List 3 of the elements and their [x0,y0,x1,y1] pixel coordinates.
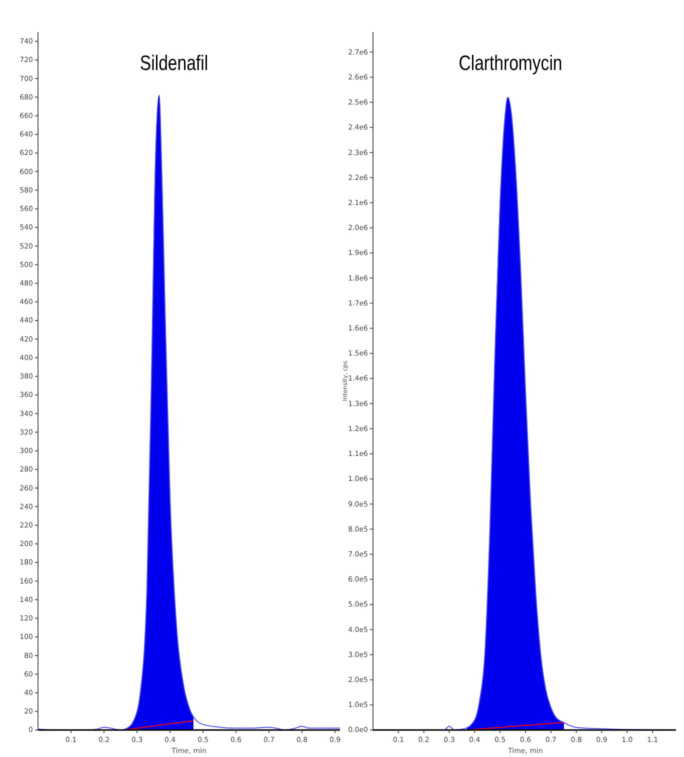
line-series [38,94,340,730]
text: Clarthromycin [458,52,562,76]
text: Sildenafil [140,52,208,76]
